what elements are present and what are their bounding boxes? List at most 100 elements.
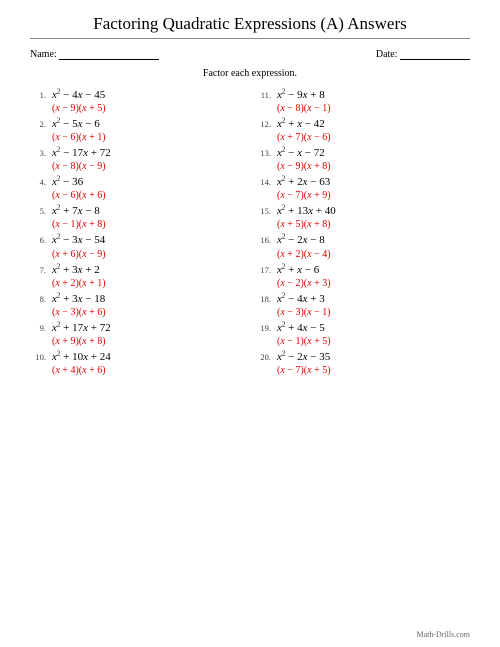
problem-expression: x2 + 3x + 2 (52, 264, 245, 276)
problem-expression: x2 − 36 (52, 176, 245, 188)
problem-expression: x2 − 3x − 54 (52, 234, 245, 246)
worksheet-page: Factoring Quadratic Expressions (A) Answ… (0, 0, 500, 647)
problem-answer: (x + 5)(x + 8) (277, 219, 470, 230)
problem-body: x2 + x − 6 (x − 2)(x + 3) (277, 264, 470, 289)
problem-item: 2.x2 − 5x − 6 (x − 6)(x + 1) (30, 118, 245, 143)
problem-answer: (x − 8)(x − 1) (277, 103, 470, 114)
problem-body: x2 − 4x − 45(x − 9)(x + 5) (52, 89, 245, 114)
problem-body: x2 − 17x + 72 (x − 8)(x − 9) (52, 147, 245, 172)
problem-body: x2 − 5x − 6 (x − 6)(x + 1) (52, 118, 245, 143)
problem-number: 2. (30, 118, 52, 143)
problem-number: 4. (30, 176, 52, 201)
problem-answer: (x − 1)(x + 5) (277, 336, 470, 347)
problem-expression: x2 + 7x − 8 (52, 205, 245, 217)
problem-expression: x2 − x − 72 (277, 147, 470, 159)
name-field: Name: (30, 49, 159, 60)
column-left: 1.x2 − 4x − 45(x − 9)(x + 5)2.x2 − 5x − … (30, 89, 245, 380)
problem-answer: (x + 2)(x + 1) (52, 278, 245, 289)
problem-number: 9. (30, 322, 52, 347)
problem-answer: (x + 6)(x − 9) (52, 249, 245, 260)
problem-expression: x2 − 4x + 3 (277, 293, 470, 305)
problem-item: 15.x2 + 13x + 40 (x + 5)(x + 8) (255, 205, 470, 230)
problem-number: 8. (30, 293, 52, 318)
problem-answer: (x − 9)(x + 5) (52, 103, 245, 114)
problem-item: 8.x2 + 3x − 18 (x − 3)(x + 6) (30, 293, 245, 318)
problem-item: 19.x2 + 4x − 5 (x − 1)(x + 5) (255, 322, 470, 347)
problem-answer: (x − 6)(x + 1) (52, 132, 245, 143)
problem-item: 9.x2 + 17x + 72(x + 9)(x + 8) (30, 322, 245, 347)
problem-expression: x2 − 5x − 6 (52, 118, 245, 130)
footer-credit: Math-Drills.com (416, 630, 470, 639)
problem-body: x2 − 3x − 54 (x + 6)(x − 9) (52, 234, 245, 259)
problem-number: 16. (255, 234, 277, 259)
problem-expression: x2 + 4x − 5 (277, 322, 470, 334)
problem-answer: (x − 3)(x − 1) (277, 307, 470, 318)
problem-answer: (x − 8)(x − 9) (52, 161, 245, 172)
problem-expression: x2 + 3x − 18 (52, 293, 245, 305)
problem-item: 12.x2 + x − 42 (x + 7)(x − 6) (255, 118, 470, 143)
problem-expression: x2 + 2x − 63 (277, 176, 470, 188)
problem-body: x2 − 2x − 35 (x − 7)(x + 5) (277, 351, 470, 376)
problem-body: x2 − 9x + 8 (x − 8)(x − 1) (277, 89, 470, 114)
problem-item: 6.x2 − 3x − 54 (x + 6)(x − 9) (30, 234, 245, 259)
problem-item: 20.x2 − 2x − 35(x − 7)(x + 5) (255, 351, 470, 376)
problem-number: 14. (255, 176, 277, 201)
problem-item: 18.x2 − 4x + 3 (x − 3)(x − 1) (255, 293, 470, 318)
problem-item: 1.x2 − 4x − 45(x − 9)(x + 5) (30, 89, 245, 114)
problem-body: x2 + 4x − 5 (x − 1)(x + 5) (277, 322, 470, 347)
problem-expression: x2 − 17x + 72 (52, 147, 245, 159)
problem-answer: (x − 7)(x + 9) (277, 190, 470, 201)
problem-body: x2 + 3x − 18 (x − 3)(x + 6) (52, 293, 245, 318)
problem-body: x2 + 2x − 63 (x − 7)(x + 9) (277, 176, 470, 201)
problem-answer: (x + 9)(x + 8) (52, 336, 245, 347)
problem-expression: x2 + 13x + 40 (277, 205, 470, 217)
problem-answer: (x − 3)(x + 6) (52, 307, 245, 318)
problem-number: 13. (255, 147, 277, 172)
problem-item: 14.x2 + 2x − 63 (x − 7)(x + 9) (255, 176, 470, 201)
problem-expression: x2 − 2x − 35 (277, 351, 470, 363)
problem-body: x2 + 7x − 8 (x − 1)(x + 8) (52, 205, 245, 230)
problem-number: 7. (30, 264, 52, 289)
problem-answer: (x − 7)(x + 5) (277, 365, 470, 376)
problem-expression: x2 + x − 42 (277, 118, 470, 130)
problem-item: 7.x2 + 3x + 2 (x + 2)(x + 1) (30, 264, 245, 289)
problem-body: x2 − x − 72 (x − 9)(x + 8) (277, 147, 470, 172)
date-label: Date: (376, 49, 398, 60)
name-blank (59, 50, 159, 60)
problem-columns: 1.x2 − 4x − 45(x − 9)(x + 5)2.x2 − 5x − … (30, 89, 470, 380)
problem-body: x2 + x − 42 (x + 7)(x − 6) (277, 118, 470, 143)
problem-body: x2 − 2x − 8(x + 2)(x − 4) (277, 234, 470, 259)
problem-number: 11. (255, 89, 277, 114)
problem-item: 4.x2 − 36(x − 6)(x + 6) (30, 176, 245, 201)
problem-answer: (x − 9)(x + 8) (277, 161, 470, 172)
problem-number: 18. (255, 293, 277, 318)
problem-number: 6. (30, 234, 52, 259)
problem-number: 10. (30, 351, 52, 376)
problem-item: 5.x2 + 7x − 8(x − 1)(x + 8) (30, 205, 245, 230)
title-rule (30, 38, 470, 39)
problem-number: 19. (255, 322, 277, 347)
column-right: 11.x2 − 9x + 8(x − 8)(x − 1)12.x2 + x − … (255, 89, 470, 380)
problem-number: 12. (255, 118, 277, 143)
problem-expression: x2 − 9x + 8 (277, 89, 470, 101)
problem-body: x2 + 13x + 40 (x + 5)(x + 8) (277, 205, 470, 230)
problem-number: 1. (30, 89, 52, 114)
problem-item: 17.x2 + x − 6(x − 2)(x + 3) (255, 264, 470, 289)
problem-number: 3. (30, 147, 52, 172)
problem-answer: (x + 7)(x − 6) (277, 132, 470, 143)
problem-answer: (x − 2)(x + 3) (277, 278, 470, 289)
date-blank (400, 50, 470, 60)
problem-expression: x2 + x − 6 (277, 264, 470, 276)
problem-expression: x2 + 10x + 24 (52, 351, 245, 363)
problem-body: x2 + 17x + 72(x + 9)(x + 8) (52, 322, 245, 347)
name-date-row: Name: Date: (30, 49, 470, 60)
name-label: Name: (30, 49, 57, 60)
problem-answer: (x − 1)(x + 8) (52, 219, 245, 230)
date-field: Date: (376, 49, 470, 60)
problem-item: 16.x2 − 2x − 8(x + 2)(x − 4) (255, 234, 470, 259)
problem-body: x2 + 3x + 2 (x + 2)(x + 1) (52, 264, 245, 289)
instruction: Factor each expression. (30, 68, 470, 79)
problem-body: x2 − 36(x − 6)(x + 6) (52, 176, 245, 201)
problem-answer: (x + 2)(x − 4) (277, 249, 470, 260)
problem-number: 15. (255, 205, 277, 230)
